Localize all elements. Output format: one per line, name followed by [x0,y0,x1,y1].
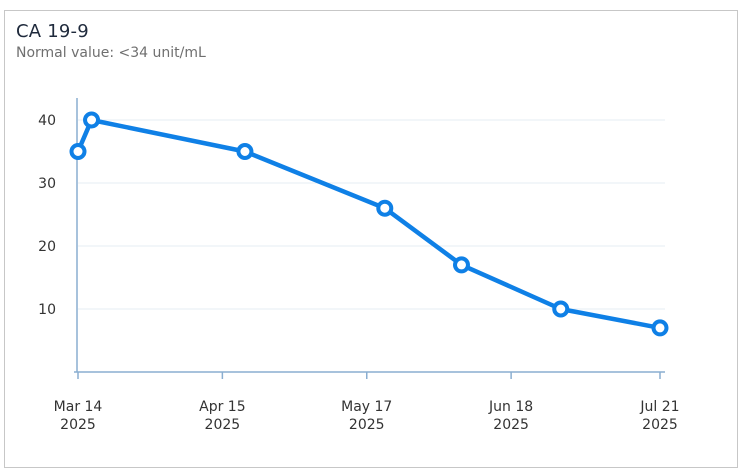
x-tick-year-label: 2025 [493,417,529,433]
y-tick-label: 30 [38,176,56,192]
data-point [69,143,87,160]
data-point [376,199,394,217]
data-point [452,256,470,274]
data-point [236,143,254,160]
x-tick-year-label: 2025 [349,417,385,433]
x-tick-label: Jun 18 [488,399,533,415]
chart-subtitle: Normal value: <34 unit/mL [16,45,206,61]
data-point [83,111,101,129]
x-tick-year-label: 2025 [205,417,241,433]
x-tick-year-label: 2025 [642,417,678,433]
data-point [651,319,669,337]
data-point [552,300,570,318]
x-tick-label: Mar 14 [54,399,103,415]
x-tick-label: Jul 21 [639,399,679,415]
x-tick-year-label: 2025 [60,417,96,433]
y-tick-label: 40 [38,113,56,129]
x-tick-label: May 17 [341,399,392,415]
y-tick-label: 20 [38,239,56,255]
series-line [75,117,663,331]
y-tick-label: 10 [38,302,56,318]
x-tick-label: Apr 15 [199,399,245,415]
chart-title: CA 19-9 [16,21,89,42]
chart-card: CA 19-9 Normal value: <34 unit/mL [4,10,738,468]
